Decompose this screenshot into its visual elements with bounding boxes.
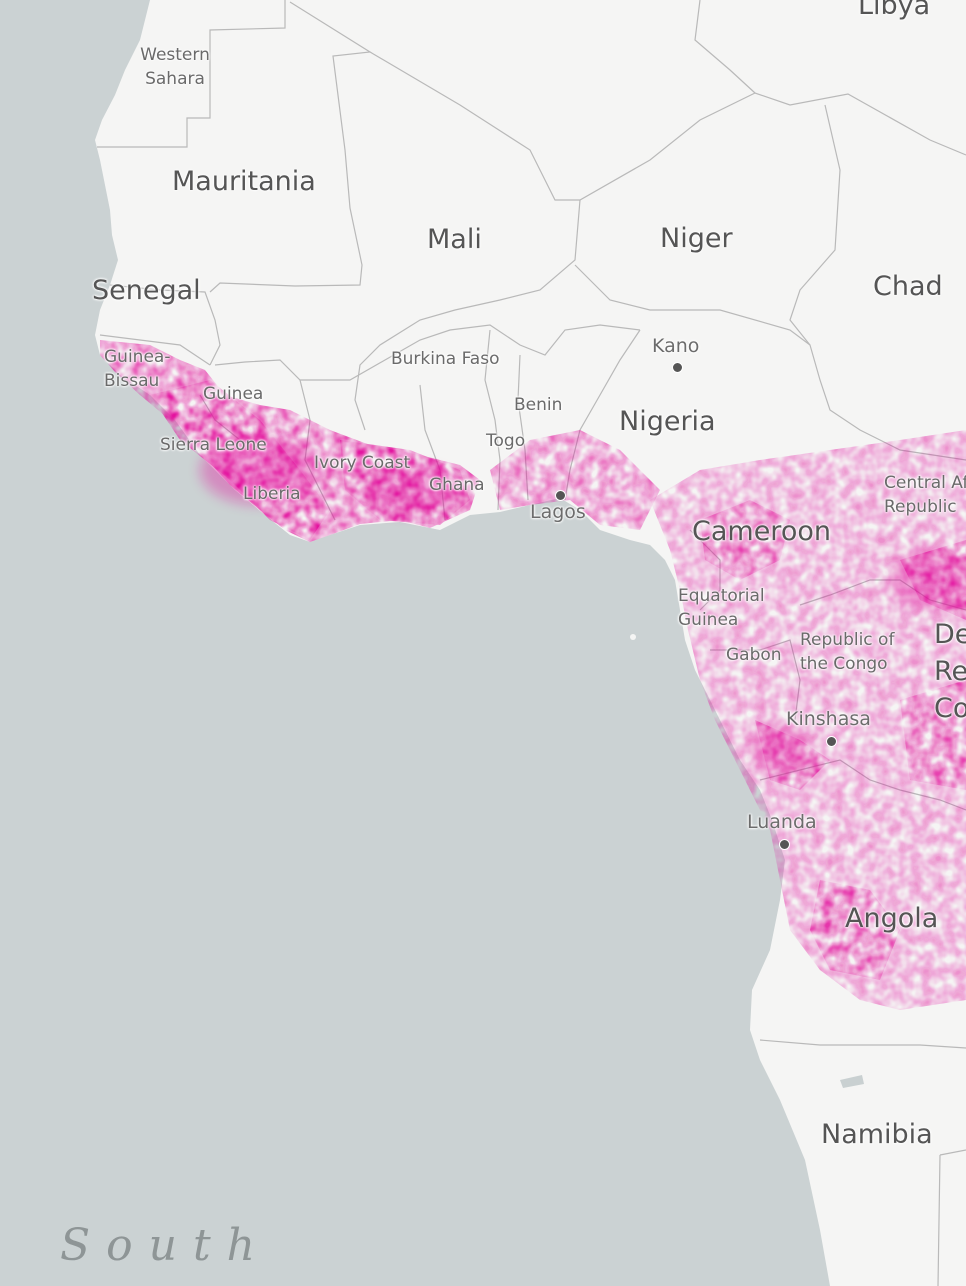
- city-marker-lagos[interactable]: [555, 490, 566, 501]
- country-label-guinea: Guinea: [203, 384, 264, 404]
- country-label-libya: Libya: [858, 0, 931, 21]
- land-area: [95, 0, 966, 1286]
- country-label-guinea-bissau: Guinea-Bissau: [104, 347, 171, 391]
- country-label-republic-of-the-congo: Republic of the Congo: [800, 630, 895, 674]
- country-label-liberia: Liberia: [243, 484, 301, 504]
- ocean-label: South: [60, 1220, 271, 1271]
- country-label-mali: Mali: [427, 224, 482, 255]
- city-label-kano: Kano: [652, 335, 700, 357]
- country-label-togo: Togo: [486, 431, 526, 451]
- country-label-benin: Benin: [514, 395, 563, 415]
- country-label-gabon: Gabon: [726, 645, 782, 665]
- country-label-angola: Angola: [845, 903, 939, 934]
- country-label-senegal: Senegal: [92, 275, 201, 306]
- city-marker-luanda[interactable]: [779, 839, 790, 850]
- country-label-central-african-republic: Central African Republic: [884, 473, 966, 517]
- country-label-burkina-faso: Burkina Faso: [391, 349, 500, 369]
- density-glow: [200, 435, 966, 775]
- country-label-niger: Niger: [660, 223, 733, 254]
- country-label-chad: Chad: [873, 271, 943, 302]
- city-label-luanda: Luanda: [747, 811, 817, 833]
- country-label-cameroon: Cameroon: [692, 516, 831, 547]
- city-label-kinshasa: Kinshasa: [786, 708, 871, 730]
- country-label-ghana: Ghana: [429, 475, 485, 495]
- country-label-ivory-coast: Ivory Coast: [314, 453, 411, 473]
- city-marker-kano[interactable]: [672, 362, 683, 373]
- country-label-equatorial-guinea: Equatorial Guinea: [678, 586, 765, 630]
- city-label-lagos: Lagos: [530, 501, 586, 523]
- country-label-mauritania: Mauritania: [172, 166, 316, 197]
- city-marker-kinshasa[interactable]: [826, 736, 837, 747]
- country-label-sierra-leone: Sierra Leone: [160, 435, 267, 455]
- country-label-dr-congo: Democratic Republic of the Congo: [934, 619, 966, 724]
- country-label-namibia: Namibia: [821, 1119, 933, 1150]
- country-label-western-sahara: Western Sahara: [140, 45, 210, 89]
- country-label-nigeria: Nigeria: [619, 406, 716, 437]
